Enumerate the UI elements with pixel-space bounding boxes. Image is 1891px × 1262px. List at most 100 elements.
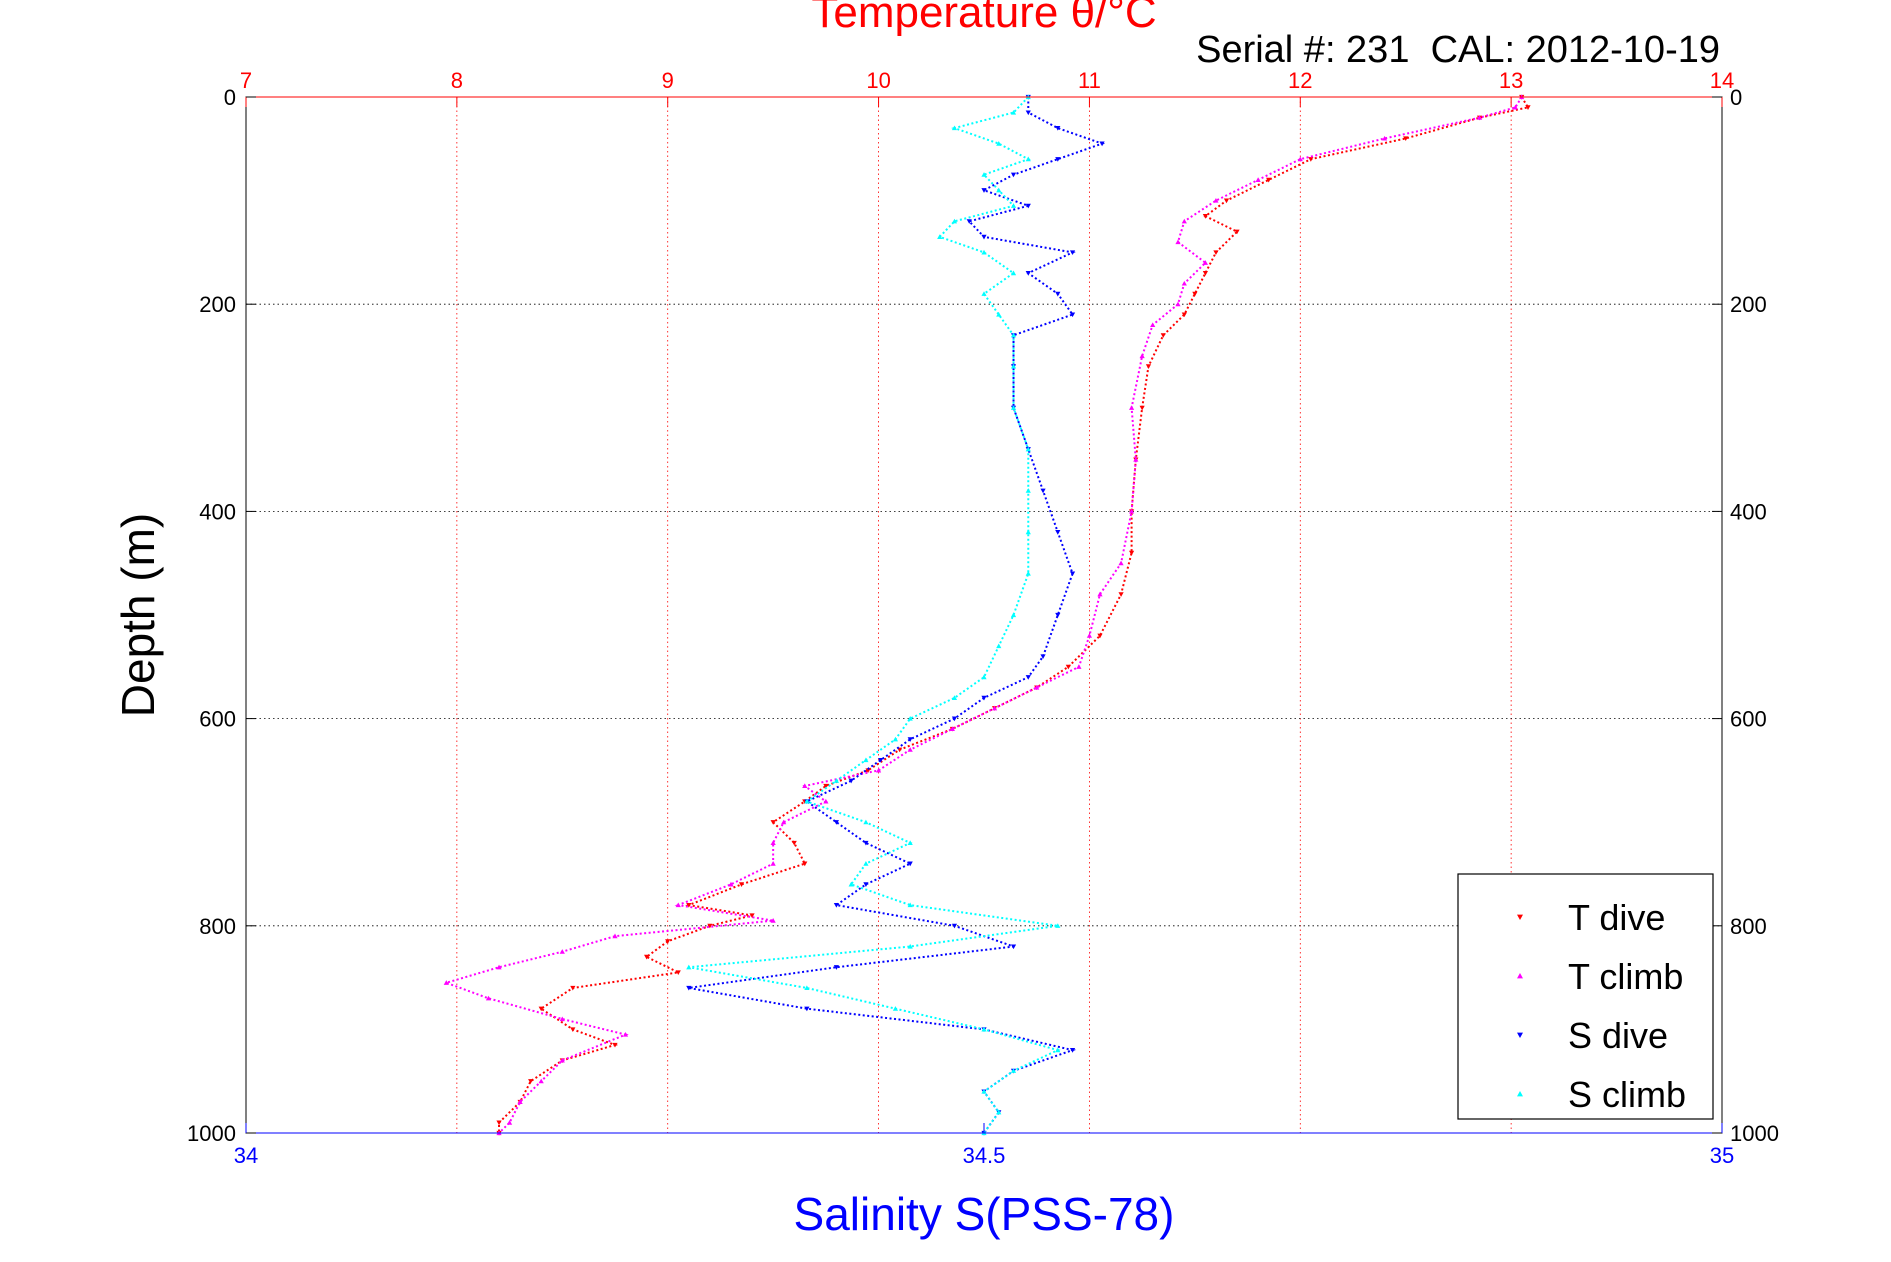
series-t-climb xyxy=(443,94,1525,1136)
data-point xyxy=(517,1099,523,1104)
depth-tick-label-right: 200 xyxy=(1730,292,1767,317)
data-point xyxy=(802,783,808,789)
data-point xyxy=(528,1079,534,1084)
data-point xyxy=(749,913,755,919)
data-point xyxy=(823,783,829,789)
data-point xyxy=(863,757,869,763)
data-point xyxy=(865,768,871,773)
data-point xyxy=(1025,570,1031,576)
temperature-tick-label: 9 xyxy=(662,68,674,93)
data-point xyxy=(991,705,998,711)
series-t-dive xyxy=(496,94,1531,1136)
data-point xyxy=(1025,675,1031,680)
data-point xyxy=(559,1016,565,1022)
temperature-tick-label: 14 xyxy=(1710,68,1734,93)
data-point xyxy=(1010,944,1017,950)
data-point xyxy=(833,778,839,783)
data-point xyxy=(981,291,987,296)
temperature-tick-label: 13 xyxy=(1499,68,1523,93)
data-point xyxy=(878,757,884,763)
data-point xyxy=(791,840,797,846)
data-point xyxy=(728,881,734,887)
data-point xyxy=(538,1078,544,1084)
temperature-tick-label: 11 xyxy=(1078,68,1101,93)
data-point xyxy=(907,902,913,908)
data-point xyxy=(1065,664,1071,670)
temperature-tick-label: 10 xyxy=(866,68,890,93)
bottom-axis-title: Salinity S(PSS-78) xyxy=(794,1188,1175,1240)
data-point xyxy=(833,903,839,908)
data-point xyxy=(823,798,829,804)
data-point xyxy=(1055,923,1061,928)
data-point xyxy=(1145,364,1152,369)
depth-tick-label-left: 200 xyxy=(199,292,236,317)
data-point xyxy=(981,695,987,701)
data-point xyxy=(1010,363,1017,369)
data-point xyxy=(675,902,681,908)
data-point xyxy=(1150,322,1156,327)
data-point xyxy=(644,954,650,960)
depth-tick-label-left: 800 xyxy=(199,914,236,939)
data-point xyxy=(1213,250,1219,255)
data-point xyxy=(1403,136,1409,142)
data-point xyxy=(833,965,839,970)
data-point xyxy=(1010,270,1017,276)
data-point xyxy=(907,861,913,867)
data-point xyxy=(770,820,776,825)
data-point xyxy=(804,798,810,804)
data-point xyxy=(1525,105,1531,110)
data-point xyxy=(1055,1047,1061,1053)
data-point xyxy=(996,643,1002,649)
data-point xyxy=(951,923,958,929)
temperature-tick-label: 8 xyxy=(451,68,463,93)
data-point xyxy=(1055,157,1061,162)
data-point xyxy=(907,747,913,752)
data-point xyxy=(1202,271,1208,276)
data-point xyxy=(1034,684,1040,690)
data-point xyxy=(686,964,692,970)
data-point xyxy=(1202,214,1208,219)
data-point xyxy=(1476,115,1483,120)
data-point xyxy=(1076,664,1082,669)
data-point xyxy=(951,716,958,722)
data-point xyxy=(707,923,713,929)
data-point xyxy=(996,311,1002,317)
data-point xyxy=(996,1109,1002,1115)
data-point xyxy=(1181,312,1187,318)
data-point xyxy=(738,882,745,887)
series-s-dive xyxy=(686,94,1106,1136)
data-point xyxy=(1010,1068,1017,1073)
data-point xyxy=(622,1031,629,1037)
data-point xyxy=(863,882,869,887)
data-point xyxy=(1055,612,1061,618)
data-point xyxy=(1010,172,1017,178)
legend-marker xyxy=(1517,914,1523,920)
data-point xyxy=(1308,157,1314,162)
data-point xyxy=(802,861,808,867)
data-point xyxy=(1069,250,1076,255)
data-point xyxy=(1129,508,1135,514)
legend-label: S climb xyxy=(1568,1074,1686,1115)
data-point xyxy=(1010,405,1017,410)
data-point xyxy=(907,943,913,949)
top-axis-title: Temperature θ/°C xyxy=(811,0,1156,37)
data-point xyxy=(1010,332,1017,338)
data-point xyxy=(907,737,913,742)
legend: T dive T climb S dive S climb xyxy=(1457,873,1714,1120)
data-point xyxy=(833,820,839,825)
data-point xyxy=(496,964,502,970)
data-point xyxy=(1175,301,1181,307)
salinity-tick-label: 35 xyxy=(1710,1143,1734,1168)
data-point xyxy=(981,1088,987,1094)
data-point xyxy=(485,995,492,1001)
data-point xyxy=(770,840,776,845)
data-point xyxy=(981,172,987,177)
data-point xyxy=(1129,550,1135,556)
data-point xyxy=(1202,260,1208,265)
data-point xyxy=(1025,156,1031,162)
data-point xyxy=(996,187,1002,193)
data-point xyxy=(1025,488,1031,493)
data-point xyxy=(496,1120,502,1126)
data-point xyxy=(863,840,869,846)
